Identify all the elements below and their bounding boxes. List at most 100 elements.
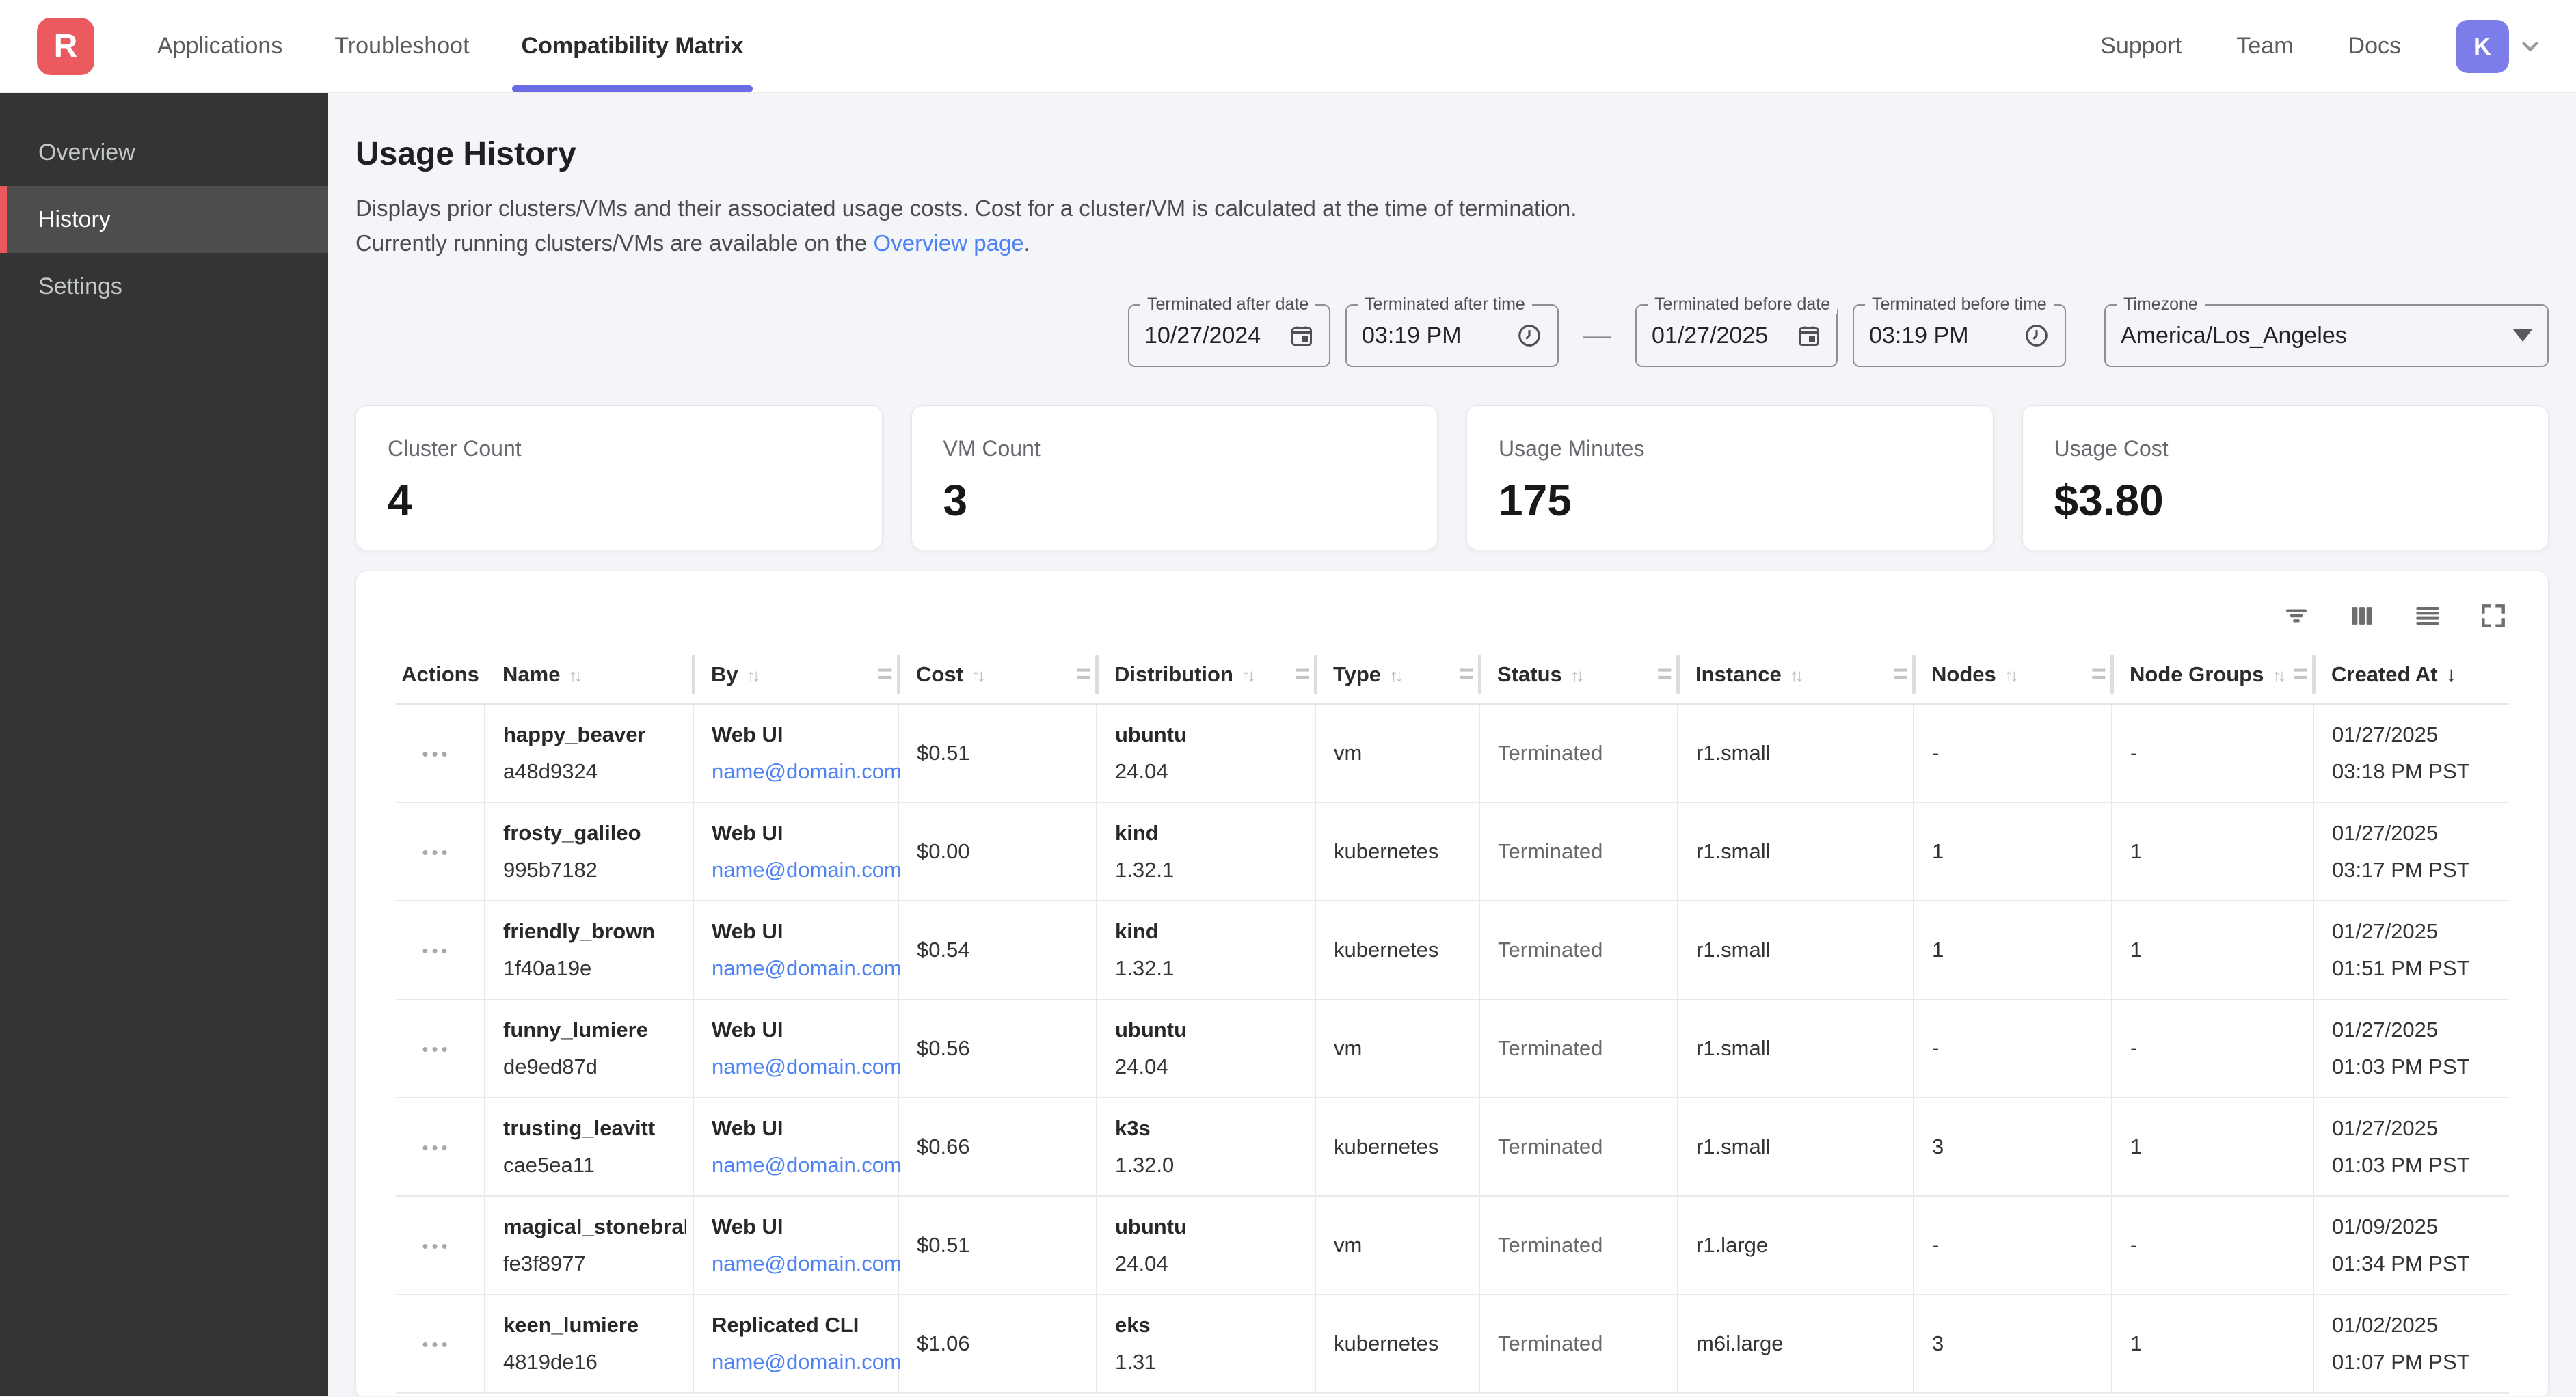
column-header-nodes[interactable]: Nodes ↑↓ <box>1912 645 2112 705</box>
created-date: 01/27/2025 <box>2332 919 2439 944</box>
usage-history-table: ActionsName↑↓By↑↓Cost↑↓Distribution↑↓Typ… <box>396 645 2509 1394</box>
row-actions-button[interactable]: ••• <box>422 842 451 863</box>
timezone-select[interactable]: Timezone America/Los_Angeles <box>2104 295 2549 368</box>
node-groups-value: - <box>2130 741 2138 765</box>
row-actions-button[interactable]: ••• <box>422 1236 451 1257</box>
table-row: ••• frosty_galileo 995b7182 Web UI name@doma… <box>396 802 2509 902</box>
replicated-logo[interactable]: R <box>37 17 94 75</box>
cluster-name: funny_lumiere <box>503 1018 648 1042</box>
distribution-name: ubuntu <box>1115 1018 1188 1042</box>
sidebar-item-settings[interactable]: Settings <box>38 273 122 299</box>
table-row: ••• funny_lumiere de9ed87d Web UI name@domai… <box>396 999 2509 1099</box>
cell-instance: r1.large <box>1677 1196 1914 1296</box>
terminated-before-date-field[interactable]: Terminated before date 01/27/2025 <box>1635 295 1838 368</box>
sidebar-item-overview[interactable]: Overview <box>38 139 135 165</box>
docs-link[interactable]: Docs <box>2348 33 2401 59</box>
cell-node-groups: - <box>2111 999 2313 1099</box>
created-by-source: Web UI <box>712 722 783 747</box>
cell-name: friendly_brown 1f40a19e <box>484 901 693 1001</box>
created-by-email[interactable]: name@domain.com <box>712 759 902 784</box>
column-label: Node Groups <box>2130 662 2264 686</box>
stat-card-usage-minutes: Usage Minutes 175 <box>1466 405 1994 551</box>
sort-icon: ↑↓ <box>1789 664 1804 686</box>
column-header-by[interactable]: By ↑↓ <box>692 645 898 705</box>
team-link[interactable]: Team <box>2236 33 2294 59</box>
cell-nodes: 3 <box>1913 1098 2112 1197</box>
row-actions-button[interactable]: ••• <box>422 1039 451 1060</box>
tab-applications[interactable]: Applications <box>157 33 283 59</box>
stat-cards: Cluster Count 4 VM Count 3 Usage Minutes… <box>355 405 2549 551</box>
terminated-before-time-field[interactable]: Terminated before time 03:19 PM <box>1853 295 2066 368</box>
type-value: vm <box>1334 1233 1363 1258</box>
filter-icon[interactable] <box>2281 601 2311 631</box>
created-by-email[interactable]: name@domain.com <box>712 1153 902 1178</box>
sort-icon: ↑↓ <box>746 664 761 686</box>
column-label: Cost <box>916 662 963 686</box>
field-value: America/Los_Angeles <box>2121 322 2347 349</box>
clock-icon[interactable] <box>2010 323 2050 349</box>
cell-by: Web UI name@domain.com <box>693 999 902 1099</box>
stat-card-cluster-count: Cluster Count 4 <box>355 405 883 551</box>
cell-by: Web UI name@domain.com <box>693 704 902 804</box>
instance-value: r1.small <box>1696 938 1771 962</box>
created-by-source: Web UI <box>712 821 783 845</box>
row-actions-button[interactable]: ••• <box>422 1137 451 1158</box>
stat-value: $3.80 <box>2054 476 2164 526</box>
fullscreen-icon[interactable] <box>2478 601 2508 631</box>
cluster-name: happy_beaver <box>503 722 646 747</box>
overview-page-link[interactable]: Overview page <box>873 230 1024 256</box>
column-header-distribution[interactable]: Distribution ↑↓ <box>1095 645 1315 705</box>
created-time: 01:51 PM PST <box>2332 956 2470 981</box>
instance-value: m6i.large <box>1696 1331 1784 1356</box>
created-by-email[interactable]: name@domain.com <box>712 1055 902 1079</box>
cell-node-groups: - <box>2111 704 2313 804</box>
created-by-email[interactable]: name@domain.com <box>712 1350 902 1374</box>
columns-icon[interactable] <box>2347 601 2377 631</box>
tab-compatibility-matrix[interactable]: Compatibility Matrix <box>511 0 753 92</box>
sort-icon: ↑↓ <box>2004 664 2019 686</box>
row-actions-button[interactable]: ••• <box>422 1334 451 1355</box>
created-time: 03:17 PM PST <box>2332 858 2470 882</box>
nodes-value: - <box>1932 1233 1940 1258</box>
column-label: Distribution <box>1114 662 1233 686</box>
created-by-email[interactable]: name@domain.com <box>712 858 902 882</box>
cluster-id: a48d9324 <box>503 759 598 784</box>
cost-value: $0.51 <box>917 1233 970 1258</box>
column-header-type[interactable]: Type ↑↓ <box>1314 645 1479 705</box>
account-menu-button[interactable]: K <box>2456 19 2543 73</box>
clock-icon[interactable] <box>1503 323 1542 349</box>
created-by-email[interactable]: name@domain.com <box>712 956 902 981</box>
column-label: Type <box>1333 662 1382 686</box>
table-body: ••• happy_beaver a48d9324 Web UI name@domain… <box>396 704 2509 1394</box>
sidebar-item-history[interactable]: History <box>0 186 328 253</box>
row-actions-button[interactable]: ••• <box>422 940 451 962</box>
column-header-name[interactable]: Name ↑↓ <box>485 645 693 705</box>
column-label: Name <box>502 662 561 686</box>
column-header-status[interactable]: Status ↑↓ <box>1478 645 1678 705</box>
calendar-icon[interactable] <box>1276 323 1314 348</box>
cell-distribution: ubuntu 24.04 <box>1096 1196 1315 1296</box>
terminated-after-date-field[interactable]: Terminated after date 10/27/2024 <box>1128 295 1330 368</box>
cell-by: Web UI name@domain.com <box>693 1098 902 1197</box>
range-separator: — <box>1583 320 1611 351</box>
terminated-after-time-field[interactable]: Terminated after time 03:19 PM <box>1345 295 1559 368</box>
cell-name: frosty_galileo 995b7182 <box>484 802 693 902</box>
dropdown-arrow-icon <box>2499 329 2532 342</box>
cell-type: vm <box>1315 1196 1479 1296</box>
column-header-created-at[interactable]: Created At ↓ <box>2312 645 2509 705</box>
column-header-node-groups[interactable]: Node Groups ↑↓ <box>2110 645 2313 705</box>
created-time: 01:03 PM PST <box>2332 1153 2470 1178</box>
column-header-instance[interactable]: Instance ↑↓ <box>1676 645 1914 705</box>
row-actions-button[interactable]: ••• <box>422 744 451 765</box>
tab-troubleshoot[interactable]: Troubleshoot <box>334 33 470 59</box>
type-value: kubernetes <box>1334 1331 1439 1356</box>
status-value: Terminated <box>1498 938 1603 962</box>
created-time: 03:18 PM PST <box>2332 759 2470 784</box>
support-link[interactable]: Support <box>2100 33 2182 59</box>
created-by-email[interactable]: name@domain.com <box>712 1251 902 1276</box>
calendar-icon[interactable] <box>1783 323 1821 348</box>
cell-cost: $0.00 <box>898 802 1097 902</box>
density-icon[interactable] <box>2413 601 2443 631</box>
column-header-cost[interactable]: Cost ↑↓ <box>897 645 1097 705</box>
cell-distribution: ubuntu 24.04 <box>1096 999 1315 1099</box>
